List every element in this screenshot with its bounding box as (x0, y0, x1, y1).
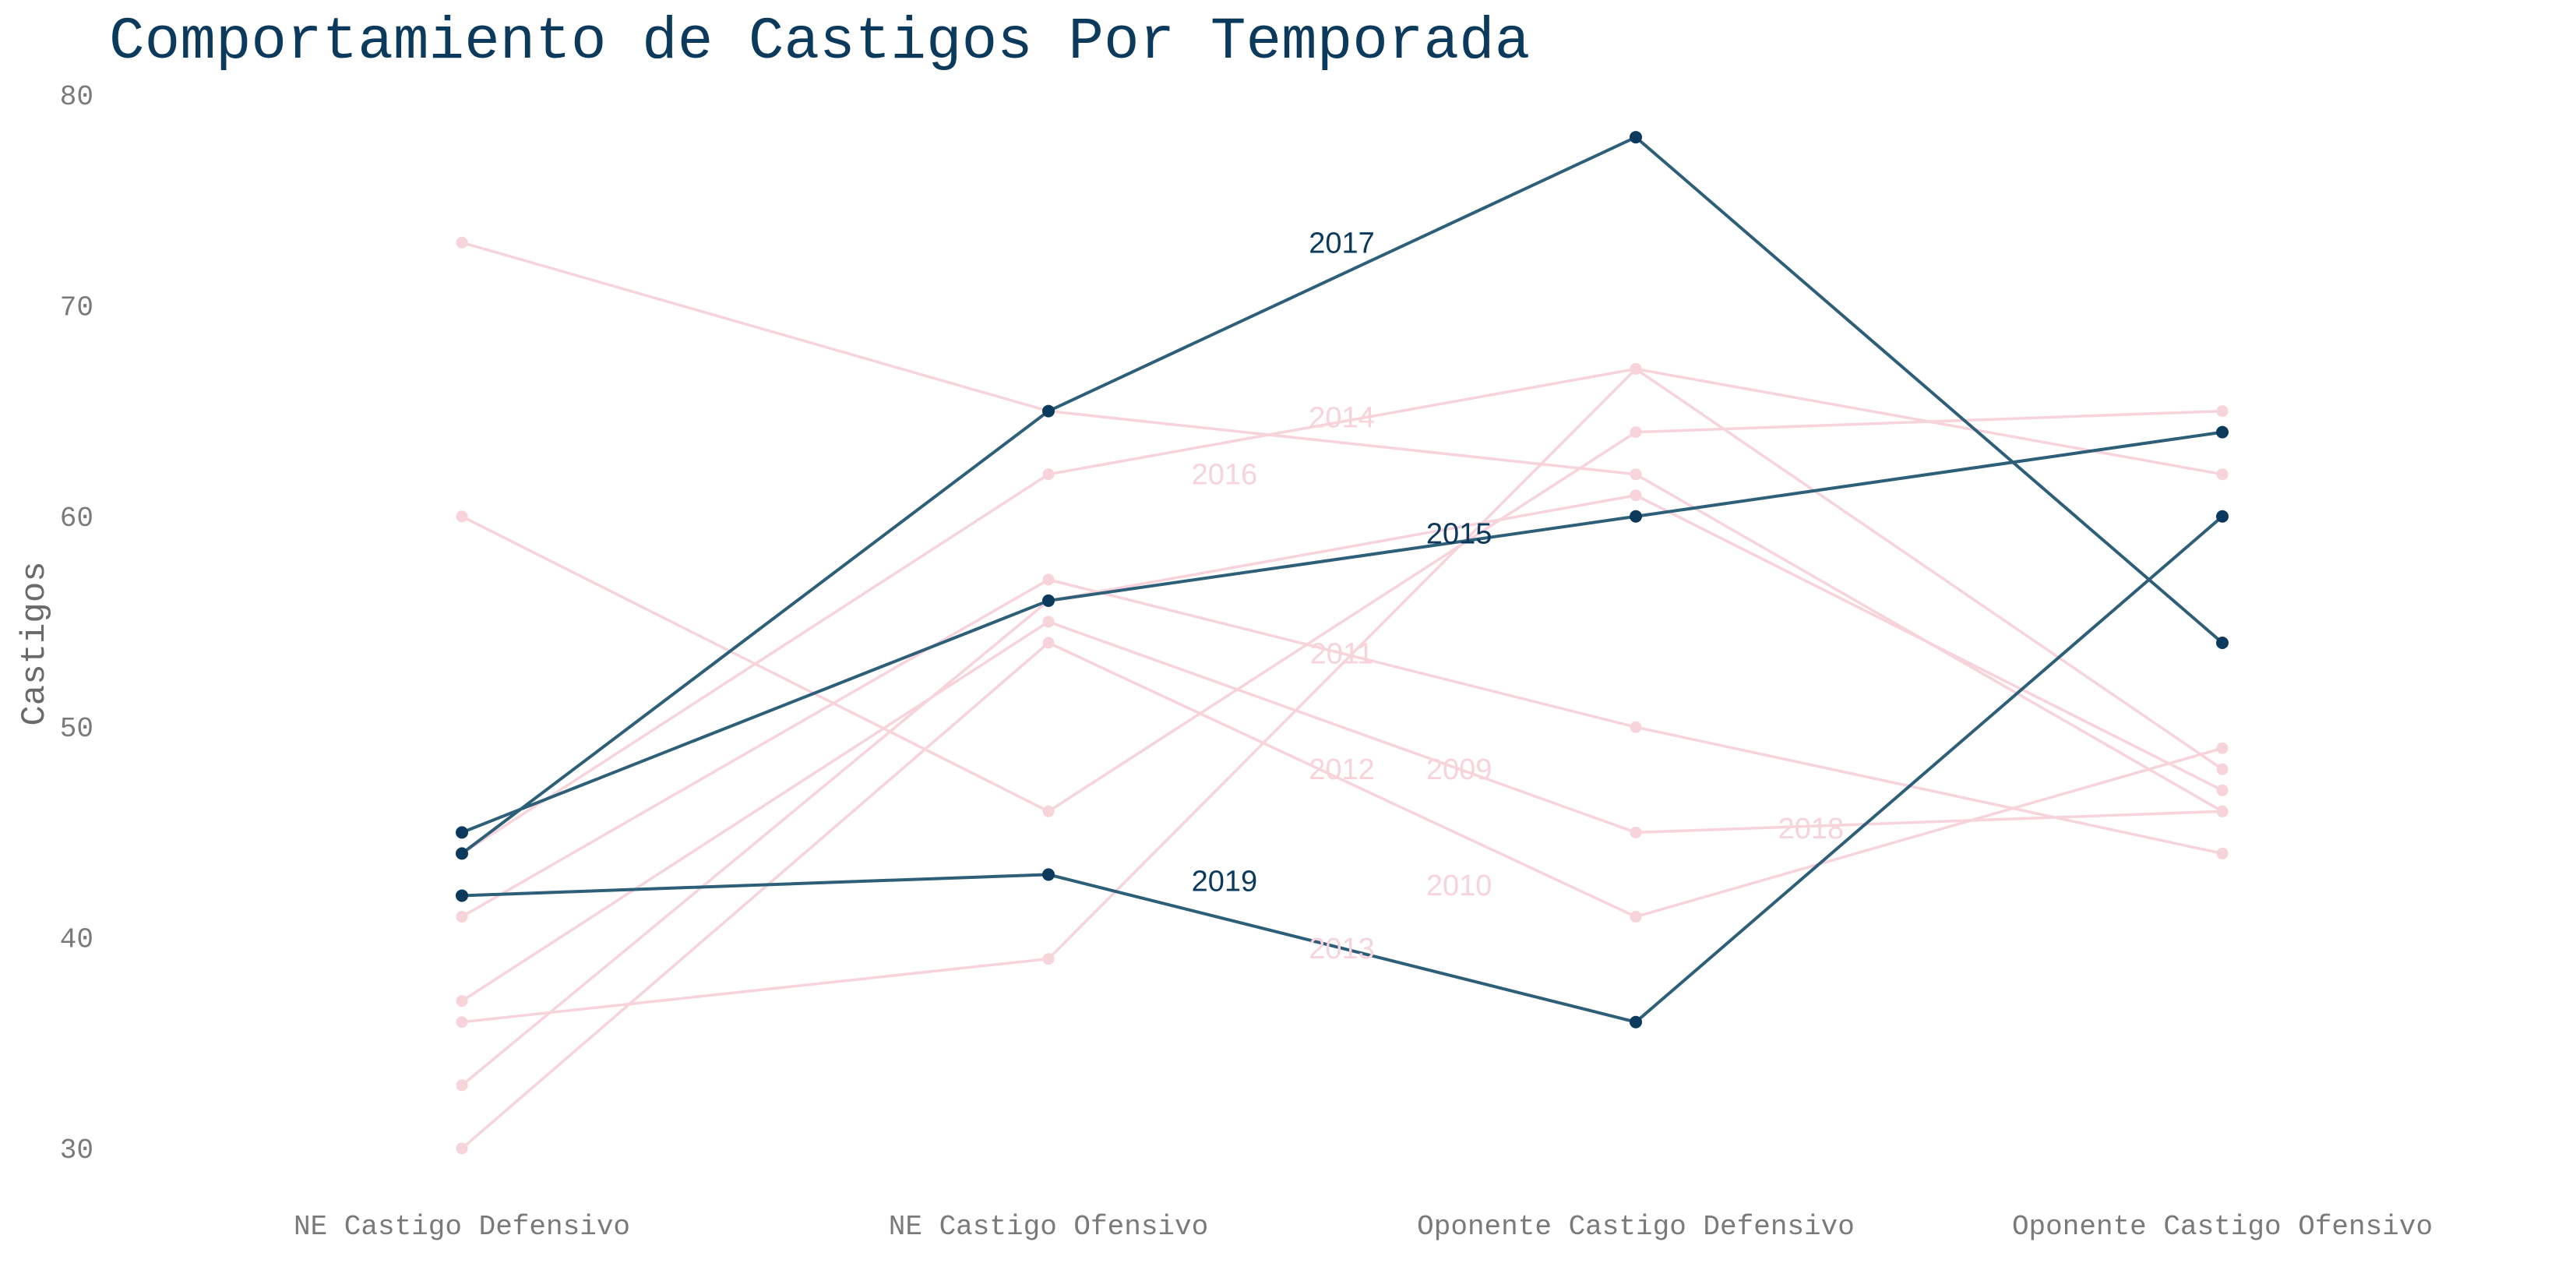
data-point-2010 (2216, 405, 2229, 418)
data-point-2014 (1042, 468, 1055, 481)
series-line-2012 (461, 620, 2223, 1003)
data-point-2016 (456, 1079, 468, 1092)
data-point-2012 (2216, 805, 2229, 817)
series-label-2013: 2013 (1309, 933, 1375, 965)
y-tick-label: 40 (60, 924, 93, 956)
series-label-2018: 2018 (1778, 813, 1845, 845)
y-tick-label: 30 (60, 1134, 93, 1166)
data-point-2011 (1042, 573, 1055, 586)
highlighted-series (456, 131, 2229, 1029)
data-point-2014 (1630, 363, 1642, 375)
data-point-2017 (1630, 131, 1642, 144)
data-point-2010 (1630, 426, 1642, 439)
x-tick-label: NE Castigo Ofensivo (889, 1211, 1208, 1243)
data-point-2016 (2216, 784, 2229, 796)
data-point-2013 (2216, 763, 2229, 775)
y-tick-label: 80 (60, 81, 93, 113)
data-point-2018 (2216, 742, 2229, 754)
x-tick-label: Oponente Castigo Ofensivo (2012, 1211, 2433, 1243)
data-point-2015 (456, 826, 468, 839)
series-line-2013 (461, 367, 2223, 1024)
data-point-2015 (2216, 425, 2229, 439)
data-point-2019 (456, 889, 468, 902)
y-axis-label: Castigos (16, 561, 55, 725)
series-line-2018 (460, 640, 2223, 1150)
data-point-2018 (1630, 911, 1642, 923)
series-label-2009: 2009 (1426, 753, 1492, 786)
data-point-2017 (1042, 404, 1055, 418)
data-point-2012 (1630, 826, 1642, 838)
series-label-2019: 2019 (1192, 866, 1258, 898)
data-point-2012 (456, 995, 468, 1007)
series-line-2011 (461, 578, 2223, 919)
data-point-2012 (1042, 616, 1055, 628)
data-point-2009 (456, 236, 468, 249)
data-point-2015 (1630, 510, 1642, 523)
chart-title: Comportamiento de Castigos Por Temporada (109, 9, 1530, 76)
y-tick-label: 50 (60, 713, 93, 745)
data-point-2019 (2216, 510, 2229, 523)
data-point-2011 (456, 911, 468, 923)
data-point-2019 (1630, 1015, 1642, 1029)
data-point-2018 (1042, 637, 1055, 649)
series-label-2012: 2012 (1309, 753, 1375, 786)
x-axis-ticks: NE Castigo Defensivo NE Castigo Ofensivo O… (294, 1211, 2433, 1243)
series-label-2015: 2015 (1426, 517, 1492, 550)
series-line-2014 (461, 367, 2223, 855)
data-point-2013 (1042, 953, 1055, 965)
y-tick-label: 70 (60, 291, 93, 323)
series-line-2019 (461, 515, 2224, 1024)
data-point-2009 (1630, 468, 1642, 481)
series-label-2017: 2017 (1309, 227, 1375, 259)
data-point-2018 (456, 1142, 468, 1155)
y-tick-label: 60 (60, 503, 93, 535)
series-label-2011: 2011 (1310, 638, 1374, 671)
data-point-2015 (1042, 594, 1055, 607)
series-label-2016: 2016 (1192, 459, 1258, 492)
x-tick-label: NE Castigo Defensivo (294, 1211, 630, 1243)
muted-series (456, 236, 2229, 1155)
data-point-2016 (1630, 489, 1642, 502)
series-label-2014: 2014 (1309, 402, 1375, 435)
data-point-2014 (2216, 468, 2229, 481)
data-point-2017 (456, 847, 468, 860)
data-point-2019 (1042, 868, 1055, 881)
data-point-2010 (1042, 805, 1055, 817)
data-point-2010 (456, 510, 468, 523)
series-line-2017 (460, 135, 2224, 855)
data-point-2013 (456, 1016, 468, 1029)
series-line-2016 (460, 493, 2223, 1087)
data-point-2011 (2216, 847, 2229, 859)
series-line-2015 (461, 430, 2223, 835)
series-labels: 2009 2010 2011 2012 2013 2014 2016 2018 2015 2017… (1192, 227, 1845, 965)
x-tick-label: Oponente Castigo Defensivo (1417, 1211, 1855, 1243)
series-label-2010: 2010 (1426, 870, 1492, 902)
data-point-2011 (1630, 721, 1642, 733)
data-point-2017 (2216, 637, 2229, 649)
y-axis-ticks: 30 40 50 60 70 80 (60, 81, 93, 1166)
